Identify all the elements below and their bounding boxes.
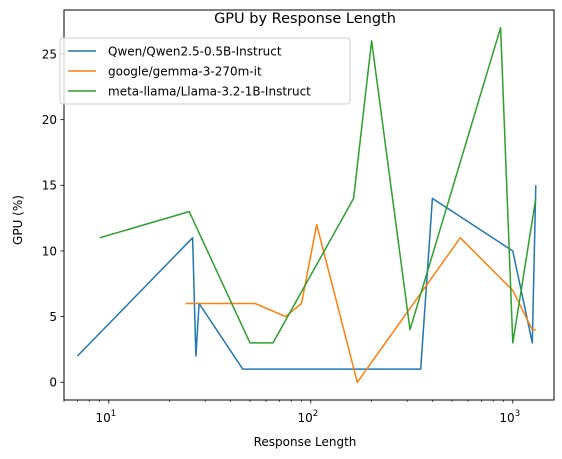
y-tick-label: 10 [42, 244, 57, 258]
y-axis: 0 5 10 15 20 25 [42, 47, 64, 390]
y-tick-label: 0 [49, 376, 57, 390]
series-line-2 [185, 223, 536, 384]
y-axis-label: GPU (%) [11, 195, 25, 245]
legend-box [59, 37, 351, 105]
series-layer [76, 26, 537, 384]
x-tick-label: 102 [297, 409, 318, 425]
x-tick-label: 101 [95, 409, 116, 425]
x-axis: 101 102 103 [63, 400, 520, 425]
series-line-3 [99, 26, 537, 344]
plot-area-frame [63, 9, 555, 401]
y-tick-label: 20 [42, 113, 57, 127]
chart-title: GPU by Response Length [214, 11, 396, 27]
y-tick-label: 5 [49, 310, 57, 324]
legend-label-3: meta-llama/Llama-3.2-1B-Instruct [108, 84, 311, 98]
series-line-1 [76, 185, 537, 370]
x-tick-label: 103 [499, 409, 520, 425]
x-axis-label: Response Length [254, 435, 357, 449]
legend-label-1: Qwen/Qwen2.5-0.5B-Instruct [108, 44, 282, 58]
legend: Qwen/Qwen2.5-0.5B-Instruct google/gemma-3… [59, 37, 351, 105]
y-tick-label: 15 [42, 179, 57, 193]
y-tick-label: 25 [42, 47, 57, 61]
legend-label-2: google/gemma-3-270m-it [108, 64, 262, 78]
